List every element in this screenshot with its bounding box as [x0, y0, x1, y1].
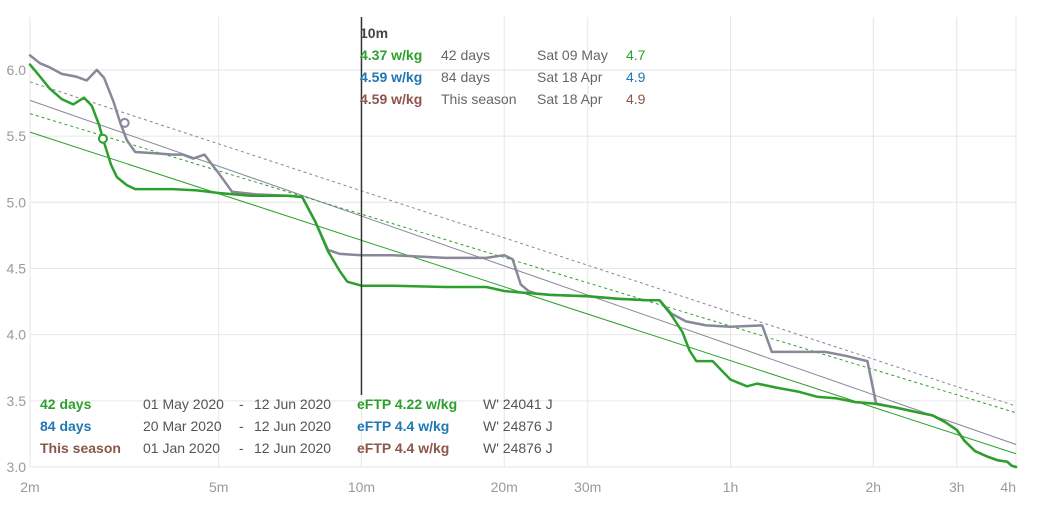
tooltip-rank: 4.9: [626, 69, 646, 85]
legend-separator: -: [239, 440, 244, 456]
x-tick-label: 5m: [209, 479, 228, 495]
x-tick-label: 2m: [20, 479, 39, 495]
tooltip-date: Sat 09 May: [537, 47, 608, 63]
tooltip-date: Sat 18 Apr: [537, 91, 603, 107]
x-tick-label: 10m: [348, 479, 375, 495]
tooltip-date: Sat 18 Apr: [537, 69, 603, 85]
legend-end-date: 12 Jun 2020: [254, 440, 332, 456]
legend-series-name: 84 days: [40, 418, 92, 434]
x-tick-label: 4h: [1000, 479, 1016, 495]
data-point-marker: [97, 133, 108, 144]
y-tick-label: 3.5: [7, 393, 27, 409]
legend-wprime: W' 24876 J: [483, 440, 553, 456]
legend-eftp: eFTP 4.4 w/kg: [357, 440, 450, 456]
tooltip-range: 42 days: [441, 47, 491, 63]
legend-series-name: 42 days: [40, 396, 92, 412]
x-tick-label: 20m: [491, 479, 518, 495]
data-point-marker: [119, 117, 130, 128]
y-tick-label: 4.0: [7, 327, 27, 343]
legend-eftp: eFTP 4.22 w/kg: [357, 396, 458, 412]
y-tick-label: 3.0: [7, 459, 27, 475]
fit-line-dotted: [29, 81, 1017, 407]
tooltip-title: 10m: [360, 25, 389, 41]
legend-start-date: 20 Mar 2020: [143, 418, 222, 434]
x-tick-label: 30m: [574, 479, 601, 495]
y-tick-label: 6.0: [7, 62, 27, 78]
legend-wprime: W' 24876 J: [483, 418, 553, 434]
tooltip-row: 4.37 w/kg 42 days Sat 09 May 4.7: [360, 44, 645, 66]
legend-separator: -: [239, 396, 244, 412]
tooltip-range: 84 days: [441, 69, 491, 85]
tooltip-value: 4.37 w/kg: [360, 47, 423, 63]
legend-start-date: 01 May 2020: [143, 396, 224, 412]
tooltip-row: 4.59 w/kg 84 days Sat 18 Apr 4.9: [360, 66, 645, 88]
tooltip-value: 4.59 w/kg: [360, 91, 423, 107]
hover-tooltip: 10m 4.37 w/kg 42 days Sat 09 May 4.7 4.5…: [360, 22, 645, 110]
fit-line-dotted: [29, 113, 1017, 414]
legend-end-date: 12 Jun 2020: [254, 396, 332, 412]
y-tick-label: 5.5: [7, 128, 27, 144]
legend-separator: -: [239, 418, 244, 434]
x-tick-label: 3h: [949, 479, 965, 495]
x-tick-label: 1h: [723, 479, 739, 495]
tooltip-rank: 4.9: [626, 91, 646, 107]
y-tick-label: 4.5: [7, 260, 27, 276]
legend-start-date: 01 Jan 2020: [143, 440, 221, 456]
series-line: [28, 63, 1018, 469]
legend-eftp: eFTP 4.4 w/kg: [357, 418, 450, 434]
legend-series-name: This season: [40, 440, 121, 456]
x-tick-label: 2h: [865, 479, 881, 495]
fit-line: [29, 99, 1017, 445]
y-tick-label: 5.0: [7, 194, 27, 210]
tooltip-row: 4.59 w/kg This season Sat 18 Apr 4.9: [360, 88, 645, 110]
tooltip-rank: 4.7: [626, 47, 646, 63]
legend-end-date: 12 Jun 2020: [254, 418, 332, 434]
tooltip-value: 4.59 w/kg: [360, 69, 423, 85]
legend-wprime: W' 24041 J: [483, 396, 553, 412]
tooltip-range: This season: [441, 91, 517, 107]
